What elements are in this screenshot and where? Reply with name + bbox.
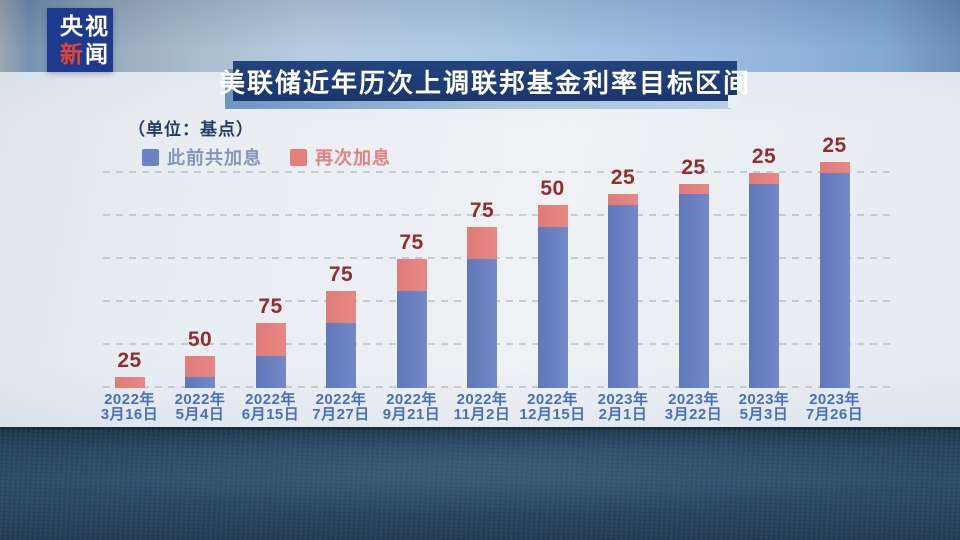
- bar-value-label: 25: [681, 156, 706, 179]
- cctv-news-logo: 央视 新闻: [47, 8, 113, 72]
- banner-corner-notch: [728, 95, 741, 108]
- bar-date-label: 2022年 11月2日: [453, 391, 511, 423]
- bar-segment-new-hike: [185, 356, 215, 377]
- bar-group: [326, 291, 356, 388]
- bar-segment-previous-hikes: [819, 173, 850, 388]
- bar-segment-new-hike: [678, 184, 709, 194]
- bar-date-label: 2022年 9月21日: [382, 391, 441, 423]
- bar-segment-new-hike: [608, 194, 638, 205]
- bar-date-label: 2022年 7月27日: [312, 391, 370, 423]
- legend-label-new: 再次加息: [315, 148, 391, 168]
- bar-value-label: 25: [751, 145, 777, 168]
- bar-group: [819, 162, 850, 388]
- logo-char-xin: 新: [60, 41, 85, 67]
- bar-group: [608, 194, 638, 388]
- bar-value-label: 75: [399, 231, 424, 254]
- studio-floor: [0, 427, 960, 540]
- bar-value-label: 50: [187, 328, 213, 351]
- bar-segment-previous-hikes: [255, 356, 286, 388]
- bar-segment-new-hike: [819, 162, 850, 173]
- legend-swatch-new: [290, 148, 307, 166]
- bar-value-label: 25: [822, 134, 847, 157]
- bar-value-label: 25: [610, 166, 636, 189]
- bar-segment-previous-hikes: [537, 227, 568, 388]
- bar-group: [114, 377, 145, 388]
- bar-group: [255, 323, 286, 388]
- bar-segment-previous-hikes: [185, 377, 215, 388]
- logo-line-2: 新闻: [60, 40, 110, 68]
- bar-segment-new-hike: [396, 259, 427, 291]
- bar-date-label: 2022年 3月16日: [100, 391, 159, 423]
- logo-char-wen: 闻: [85, 41, 110, 67]
- bar-group: [749, 173, 779, 388]
- bar-value-label: 50: [540, 177, 565, 200]
- bar-group: [678, 184, 709, 388]
- bar-segment-previous-hikes: [678, 194, 709, 388]
- bar-segment-new-hike: [467, 227, 497, 259]
- bar-value-label: 75: [328, 263, 354, 286]
- unit-label: （单位：基点）: [128, 120, 254, 139]
- bar-value-label: 25: [117, 349, 142, 372]
- bar-group: [467, 227, 497, 388]
- page-title: 美联储近年历次上调联邦基金利率目标区间: [219, 67, 752, 98]
- bar-segment-previous-hikes: [608, 205, 638, 388]
- bar-date-label: 2023年 7月26日: [805, 391, 864, 423]
- bar-value-label: 75: [258, 295, 283, 318]
- bar-group: [537, 205, 568, 388]
- bar-date-label: 2022年 5月4日: [174, 391, 226, 423]
- bar-segment-previous-hikes: [396, 291, 427, 388]
- legend-swatch-previous: [142, 148, 159, 166]
- bar-segment-new-hike: [114, 377, 145, 388]
- legend-item-new: 再次加息: [290, 144, 391, 170]
- bar-date-label: 2023年 3月22日: [664, 391, 723, 423]
- legend-item-previous: 此前共加息: [142, 144, 262, 170]
- legend-label-previous: 此前共加息: [167, 148, 262, 168]
- studio-top-band: [0, 0, 960, 72]
- bar-value-label: 75: [469, 199, 495, 222]
- title-banner: 美联储近年历次上调联邦基金利率目标区间: [219, 61, 749, 108]
- bar-segment-new-hike: [749, 173, 779, 184]
- legend: 此前共加息 再次加息: [142, 144, 391, 170]
- gridline: [103, 171, 890, 173]
- bar-segment-previous-hikes: [326, 323, 356, 388]
- gridline: [103, 214, 890, 216]
- logo-line-1: 央视: [60, 13, 110, 39]
- bar-group: [185, 356, 215, 388]
- bar-segment-new-hike: [326, 291, 356, 323]
- bar-date-label: 2023年 5月3日: [738, 391, 790, 423]
- bar-date-label: 2022年 6月15日: [241, 391, 300, 423]
- bar-date-label: 2023年 2月1日: [597, 391, 649, 423]
- bar-segment-previous-hikes: [749, 184, 779, 388]
- bar-group: [396, 259, 427, 388]
- bar-date-label: 2022年 12月15日: [519, 391, 586, 423]
- bar-segment-new-hike: [255, 323, 286, 356]
- bar-segment-new-hike: [537, 205, 568, 227]
- bar-segment-previous-hikes: [467, 259, 497, 388]
